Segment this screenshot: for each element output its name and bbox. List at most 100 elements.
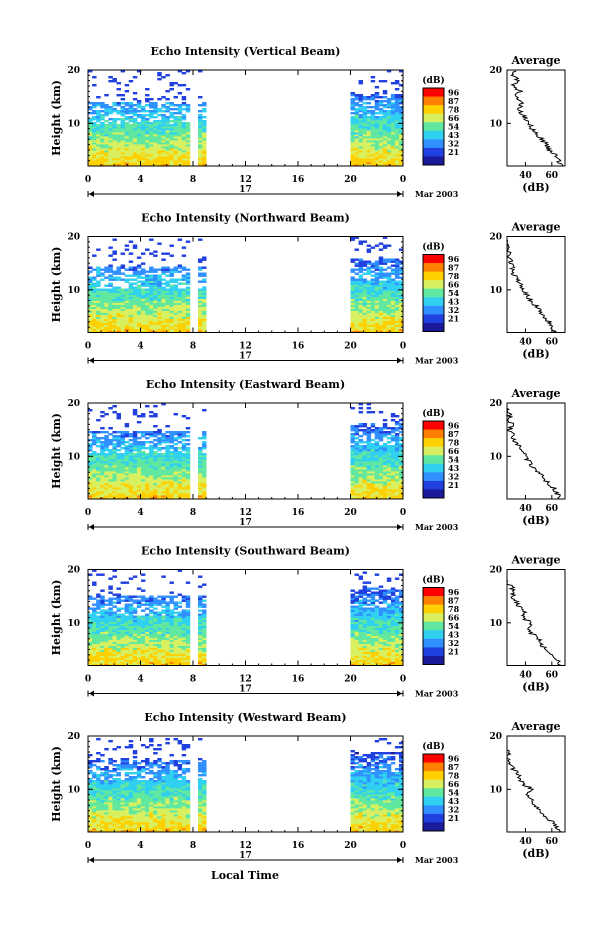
heatmap-cell: [398, 322, 404, 325]
heatmap-cell: [145, 164, 150, 167]
heatmap-cell: [386, 437, 392, 440]
heatmap-cell: [140, 324, 146, 327]
heatmap-cell: [112, 148, 117, 151]
heatmap-cell: [181, 268, 187, 271]
heatmap-cell: [136, 152, 142, 155]
heatmap-cell: [136, 110, 142, 113]
heatmap-cell: [165, 162, 170, 165]
heatmap-cell: [398, 158, 404, 161]
heatmap-cell: [88, 136, 93, 139]
heatmap-cell: [169, 132, 174, 135]
heatmap-cell: [88, 138, 93, 141]
heatmap-cell: [88, 282, 93, 285]
heatmap-cell: [145, 274, 150, 277]
heatmap-cell: [202, 316, 207, 319]
heatmap-cell: [88, 148, 93, 151]
heatmap-cell: [398, 108, 404, 111]
heatmap-cell: [116, 441, 121, 444]
heatmap-cell: [185, 160, 191, 163]
heatmap-cell: [350, 258, 355, 261]
heatmap-cell: [104, 493, 109, 496]
heatmap-cell: [136, 469, 142, 472]
heatmap-cell: [370, 453, 376, 456]
heatmap-cell: [161, 106, 166, 109]
heatmap-cell: [370, 160, 376, 163]
heatmap-cell: [354, 300, 359, 303]
heatmap-cell: [116, 324, 121, 327]
heatmap-cell: [370, 130, 376, 133]
heatmap-cell: [374, 475, 380, 478]
heatmap-cell: [145, 110, 150, 113]
heatmap-cell: [153, 302, 158, 305]
heatmap-cell: [128, 134, 134, 137]
heatmap-cell: [153, 435, 158, 438]
heatmap-cell: [374, 160, 380, 163]
heatmap-cell: [382, 431, 388, 434]
heatmap-cell: [202, 278, 207, 281]
heatmap-cell: [88, 465, 93, 468]
heatmap-cell: [202, 471, 207, 474]
heatmap-cell: [374, 465, 380, 468]
heatmap-cell: [354, 308, 359, 311]
heatmap-cell: [169, 631, 174, 634]
heatmap-cell: [149, 651, 154, 654]
heatmap-cell: [350, 437, 355, 440]
heatmap-cell: [104, 447, 109, 450]
heatmap-cell: [88, 310, 93, 313]
heatmap-cell: [157, 659, 162, 662]
heatmap-cell: [177, 491, 183, 494]
heatmap-cell: [185, 318, 191, 321]
heatmap-cell: [366, 471, 372, 474]
heatmap-cell: [165, 485, 170, 488]
heatmap-cell: [149, 310, 154, 313]
heatmap-cell: [386, 258, 392, 261]
heatmap-cell: [394, 439, 400, 442]
heatmap-cell: [149, 655, 154, 658]
heatmap-cell: [128, 633, 134, 636]
heatmap-cell: [149, 316, 154, 319]
heatmap-cell: [161, 326, 166, 329]
heatmap-cell: [202, 479, 207, 482]
heatmap-cell: [96, 290, 101, 293]
heatmap-cell: [128, 290, 134, 293]
heatmap-cell: [358, 260, 364, 263]
heatmap-cell: [394, 260, 400, 263]
heatmap-cell: [149, 617, 154, 620]
heatmap-cell: [96, 473, 101, 476]
heatmap-cell: [177, 479, 183, 482]
heatmap-cell: [358, 485, 364, 488]
heatmap-cell: [153, 140, 158, 143]
heatmap-cell: [116, 312, 121, 315]
heatmap-cell: [96, 270, 101, 273]
heatmap-cell: [177, 467, 183, 470]
heatmap-cell: [370, 126, 376, 129]
heatmap-cell: [136, 447, 142, 450]
heatmap-cell: [136, 296, 142, 299]
heatmap-cell: [165, 298, 170, 301]
heatmap-cell: [128, 635, 134, 638]
heatmap-cell: [132, 310, 138, 313]
heatmap-cell: [112, 439, 117, 442]
heatmap-cell: [116, 639, 121, 642]
heatmap-cell: [132, 437, 138, 440]
heatmap-cell: [366, 312, 372, 315]
heatmap-cell: [136, 256, 142, 259]
heatmap-cell: [350, 286, 355, 289]
heatmap-cell: [390, 126, 396, 129]
heatmap-cell: [398, 481, 404, 484]
heatmap-cell: [382, 246, 388, 249]
heatmap-cell: [165, 487, 170, 490]
heatmap-cell: [350, 130, 355, 133]
heatmap-cell: [100, 142, 105, 145]
heatmap-cell: [366, 481, 372, 484]
heatmap-cell: [96, 328, 101, 331]
heatmap-cell: [354, 156, 359, 159]
heatmap-cell: [128, 629, 134, 632]
heatmap-cell: [145, 475, 150, 478]
heatmap-cell: [100, 306, 105, 309]
heatmap-cell: [354, 296, 359, 299]
heatmap-cell: [96, 124, 101, 127]
heatmap-cell: [366, 156, 372, 159]
heatmap-cell: [378, 158, 384, 161]
heatmap-cell: [202, 493, 207, 496]
